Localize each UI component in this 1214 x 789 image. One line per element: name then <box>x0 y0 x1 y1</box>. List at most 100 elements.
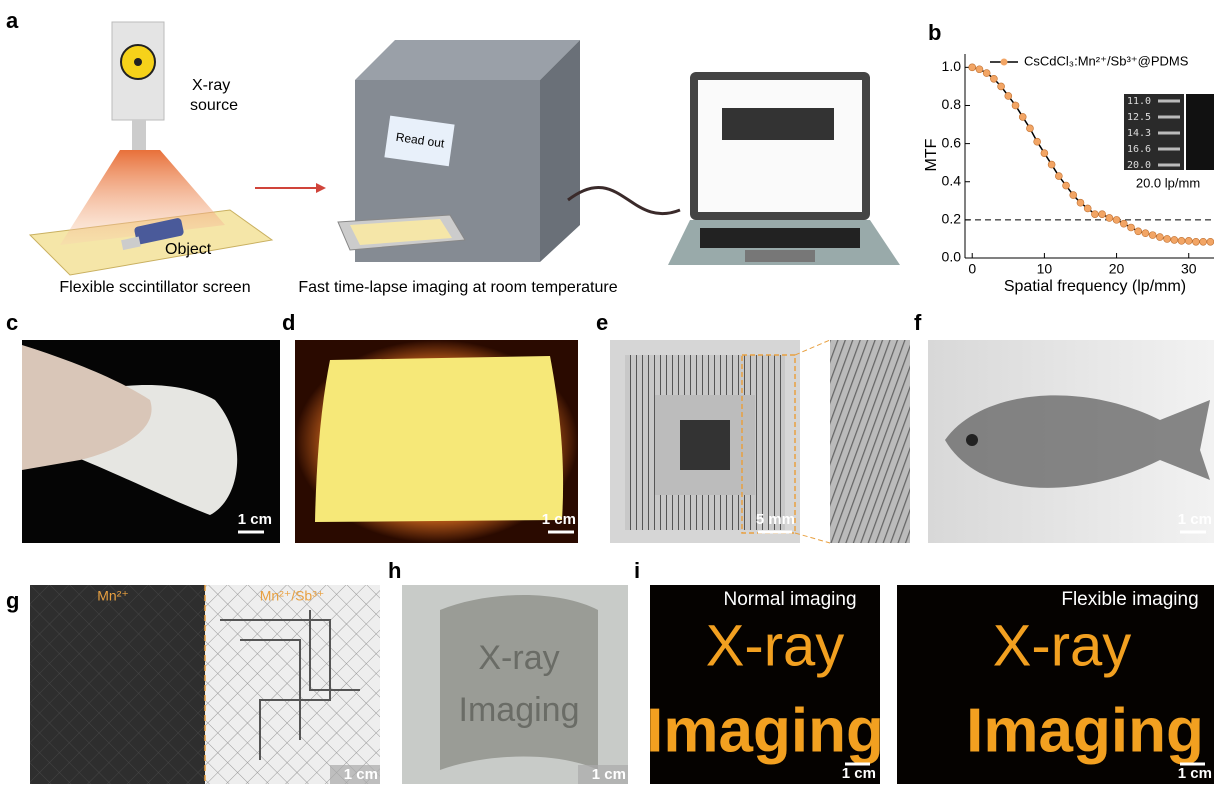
panel-label: d <box>282 310 295 335</box>
label: Read out <box>395 130 446 151</box>
data-point <box>1105 214 1114 222</box>
x-tick-label: 30 <box>1181 261 1197 277</box>
nozzle <box>132 120 146 150</box>
glowing-text: Imaging <box>966 696 1204 765</box>
data-point <box>1011 101 1020 110</box>
y-tick-label: 0.4 <box>942 172 962 188</box>
caption: Flexible sccintillator screen <box>59 279 250 296</box>
scale-label: 1 cm <box>1178 765 1212 782</box>
scale-bar <box>330 765 380 784</box>
data-point <box>1083 204 1092 213</box>
label: Object <box>165 241 212 258</box>
panel-label: a <box>6 8 19 33</box>
data-point <box>1069 191 1078 199</box>
label: Mn²⁺ <box>97 588 129 604</box>
label: source <box>190 97 238 114</box>
fish <box>945 395 1210 488</box>
scale-label: 1 cm <box>238 511 272 528</box>
panel-label: b <box>928 20 941 45</box>
reader-sign <box>384 115 455 167</box>
panel-g: Mn²⁺ Mn²⁺/Sb³⁺ 1 cm <box>30 585 380 784</box>
usb <box>134 218 184 245</box>
data-point <box>1163 235 1171 243</box>
data-point <box>1040 149 1049 157</box>
plate <box>440 595 598 770</box>
panel-f: 1 cm <box>928 340 1214 543</box>
label: Flexible imaging <box>1061 589 1198 610</box>
embossed-text: Imaging <box>459 691 580 729</box>
label: X-ray <box>192 77 230 94</box>
radiation-icon <box>134 58 142 66</box>
scale-label: 1 cm <box>344 766 378 783</box>
data-point <box>1192 237 1200 246</box>
chip-die <box>680 420 730 470</box>
y-tick-label: 1.0 <box>942 58 962 74</box>
data-point <box>997 82 1005 91</box>
data-point <box>1134 227 1143 236</box>
data-point <box>968 63 977 72</box>
data-point <box>1004 92 1013 100</box>
laptop-display <box>698 80 862 212</box>
x-axis-label: Spatial frequency (lp/mm) <box>1004 278 1186 295</box>
y-tick-label: 0.2 <box>942 211 962 227</box>
glowing-screen <box>315 356 564 522</box>
legend-label: CsCdCl₃:Mn²⁺/Sb³⁺@PDMS <box>1024 53 1189 68</box>
zoom-line <box>794 532 831 544</box>
glowing-text: X-ray <box>993 613 1132 678</box>
data-point <box>1156 233 1164 241</box>
scale-label: 1 cm <box>542 511 576 528</box>
panel-a: X-ray source Object Read out Flexible sc… <box>28 21 900 296</box>
glowing-text: Imaging <box>646 696 884 765</box>
caption: Fast time-lapse imaging at room temperat… <box>298 279 617 296</box>
data-point <box>1098 210 1106 218</box>
reader-top <box>355 40 580 80</box>
legend-marker <box>1000 58 1008 66</box>
panel-i: Normal imaging Flexible imaging X-ray Im… <box>646 585 1214 784</box>
inset-label: 14.3 <box>1127 128 1151 139</box>
reader-side <box>540 40 580 262</box>
label: Mn²⁺/Sb³⁺ <box>260 588 325 604</box>
xray-image <box>30 585 205 784</box>
scale-label: 1 cm <box>592 766 626 783</box>
label: Normal imaging <box>723 589 856 610</box>
scale-label: 5 mm <box>756 511 795 528</box>
panel-label: f <box>914 310 922 335</box>
panel-c: 1 cm <box>22 340 280 543</box>
inset-label: 11.0 <box>1127 96 1151 107</box>
y-tick-label: 0.8 <box>942 96 962 112</box>
mtf-chart: Spatial frequency (lp/mm) MTF 20.0 lp/mm… <box>923 53 1214 295</box>
data-point <box>1184 237 1193 245</box>
x-tick-label: 0 <box>968 261 976 277</box>
zoom-line <box>794 339 831 356</box>
circuit <box>220 610 360 760</box>
panel-label: g <box>6 588 19 613</box>
cable <box>567 185 681 216</box>
inset-image <box>1186 94 1214 170</box>
data-point <box>990 74 998 83</box>
x-tick-label: 10 <box>1037 261 1053 277</box>
data-point <box>1112 216 1121 224</box>
inset-label: 16.6 <box>1127 144 1151 155</box>
data-point <box>1141 229 1150 238</box>
scale-label: 1 cm <box>842 765 876 782</box>
data-point <box>1055 172 1063 180</box>
beam <box>60 150 225 245</box>
data-point <box>1206 237 1214 246</box>
data-point <box>1026 124 1034 133</box>
xray-image <box>205 585 380 784</box>
inset-caption: 20.0 lp/mm <box>1136 175 1200 190</box>
data-point <box>975 65 984 74</box>
panel-label: c <box>6 310 18 335</box>
embossed-text: X-ray <box>478 639 559 677</box>
data-point <box>1177 237 1186 245</box>
panel-d: 1 cm <box>295 340 578 543</box>
fish-eye <box>966 434 978 446</box>
photo <box>897 585 1214 784</box>
panel-label: e <box>596 310 608 335</box>
y-tick-label: 0.0 <box>942 249 962 265</box>
y-axis-label: MTF <box>923 138 940 171</box>
xray-image <box>722 108 834 140</box>
glowing-text: X-ray <box>706 613 845 678</box>
data-point <box>1018 113 1027 121</box>
data-point <box>1119 219 1128 228</box>
